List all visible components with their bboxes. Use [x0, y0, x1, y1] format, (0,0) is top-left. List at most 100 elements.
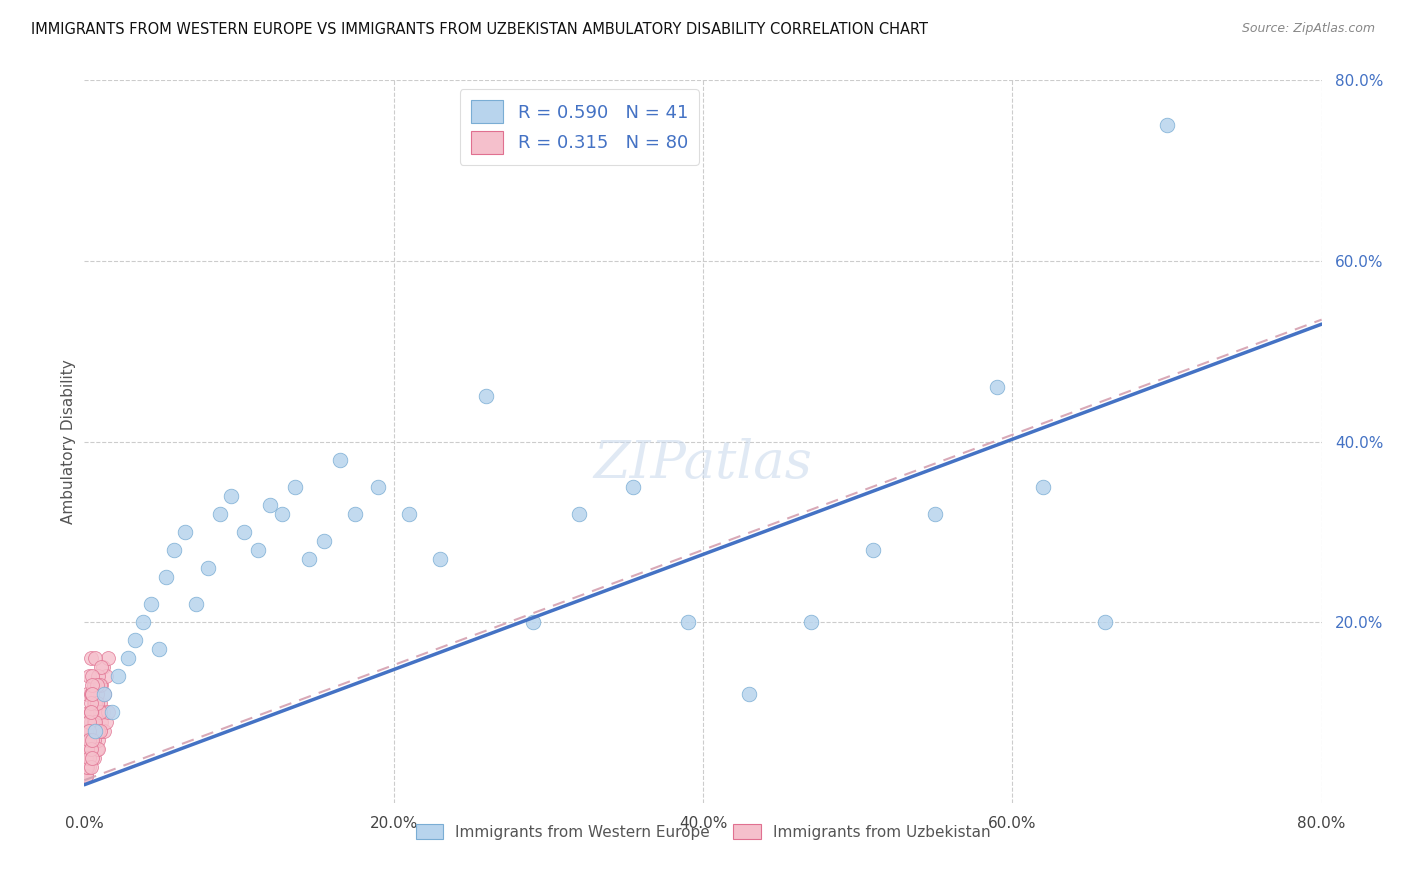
Point	[75, 760, 97, 774]
Point	[76, 741, 98, 756]
Point	[800, 615, 823, 630]
Point	[738, 687, 761, 701]
Point	[82, 678, 104, 692]
Point	[82, 750, 104, 764]
Point	[86, 687, 108, 701]
Point	[174, 524, 197, 539]
Point	[84, 714, 107, 729]
Point	[676, 615, 699, 630]
Point	[77, 714, 100, 729]
Point	[284, 480, 307, 494]
Point	[79, 741, 101, 756]
Point	[259, 498, 281, 512]
Point	[83, 697, 105, 711]
Point	[621, 480, 644, 494]
Point	[77, 723, 100, 738]
Point	[75, 760, 97, 774]
Point	[429, 552, 451, 566]
Point	[232, 524, 254, 539]
Point	[75, 769, 97, 783]
Point	[83, 750, 105, 764]
Point	[90, 660, 112, 674]
Point	[1156, 119, 1178, 133]
Point	[86, 697, 108, 711]
Point	[219, 489, 242, 503]
Point	[76, 732, 98, 747]
Point	[124, 633, 146, 648]
Point	[91, 660, 114, 674]
Point	[76, 723, 98, 738]
Point	[82, 706, 104, 720]
Point	[475, 389, 498, 403]
Point	[87, 732, 110, 747]
Point	[87, 669, 110, 683]
Point	[89, 723, 111, 738]
Point	[117, 651, 139, 665]
Point	[367, 480, 389, 494]
Point	[77, 706, 100, 720]
Legend: Immigrants from Western Europe, Immigrants from Uzbekistan: Immigrants from Western Europe, Immigran…	[409, 818, 997, 846]
Point	[75, 750, 97, 764]
Text: IMMIGRANTS FROM WESTERN EUROPE VS IMMIGRANTS FROM UZBEKISTAN AMBULATORY DISABILI: IMMIGRANTS FROM WESTERN EUROPE VS IMMIGR…	[31, 22, 928, 37]
Point	[89, 697, 111, 711]
Point	[87, 723, 110, 738]
Point	[76, 741, 98, 756]
Point	[76, 741, 98, 756]
Point	[76, 687, 98, 701]
Point	[84, 651, 107, 665]
Point	[522, 615, 544, 630]
Point	[93, 687, 115, 701]
Point	[93, 723, 115, 738]
Point	[84, 723, 107, 738]
Point	[77, 750, 100, 764]
Point	[79, 741, 101, 756]
Point	[184, 597, 207, 611]
Point	[163, 542, 186, 557]
Point	[94, 714, 117, 729]
Point	[77, 732, 100, 747]
Point	[82, 669, 104, 683]
Point	[94, 669, 117, 683]
Point	[197, 561, 219, 575]
Point	[75, 750, 97, 764]
Point	[79, 760, 101, 774]
Point	[87, 741, 110, 756]
Point	[139, 597, 162, 611]
Point	[82, 732, 104, 747]
Point	[79, 697, 101, 711]
Point	[83, 678, 105, 692]
Point	[86, 678, 108, 692]
Point	[79, 651, 101, 665]
Point	[1094, 615, 1116, 630]
Point	[297, 552, 319, 566]
Point	[84, 714, 107, 729]
Point	[568, 507, 591, 521]
Point	[82, 706, 104, 720]
Point	[96, 651, 118, 665]
Point	[107, 669, 129, 683]
Point	[89, 706, 111, 720]
Point	[76, 760, 98, 774]
Point	[79, 714, 101, 729]
Point	[132, 615, 155, 630]
Y-axis label: Ambulatory Disability: Ambulatory Disability	[60, 359, 76, 524]
Point	[79, 687, 101, 701]
Point	[77, 760, 100, 774]
Point	[76, 750, 98, 764]
Point	[79, 706, 101, 720]
Point	[90, 714, 112, 729]
Point	[90, 678, 112, 692]
Point	[84, 723, 107, 738]
Point	[77, 669, 100, 683]
Point	[96, 706, 118, 720]
Point	[77, 723, 100, 738]
Point	[84, 697, 107, 711]
Point	[986, 380, 1008, 394]
Point	[148, 642, 170, 657]
Point	[209, 507, 232, 521]
Point	[312, 533, 335, 548]
Point	[77, 723, 100, 738]
Point	[86, 741, 108, 756]
Point	[1032, 480, 1054, 494]
Point	[79, 706, 101, 720]
